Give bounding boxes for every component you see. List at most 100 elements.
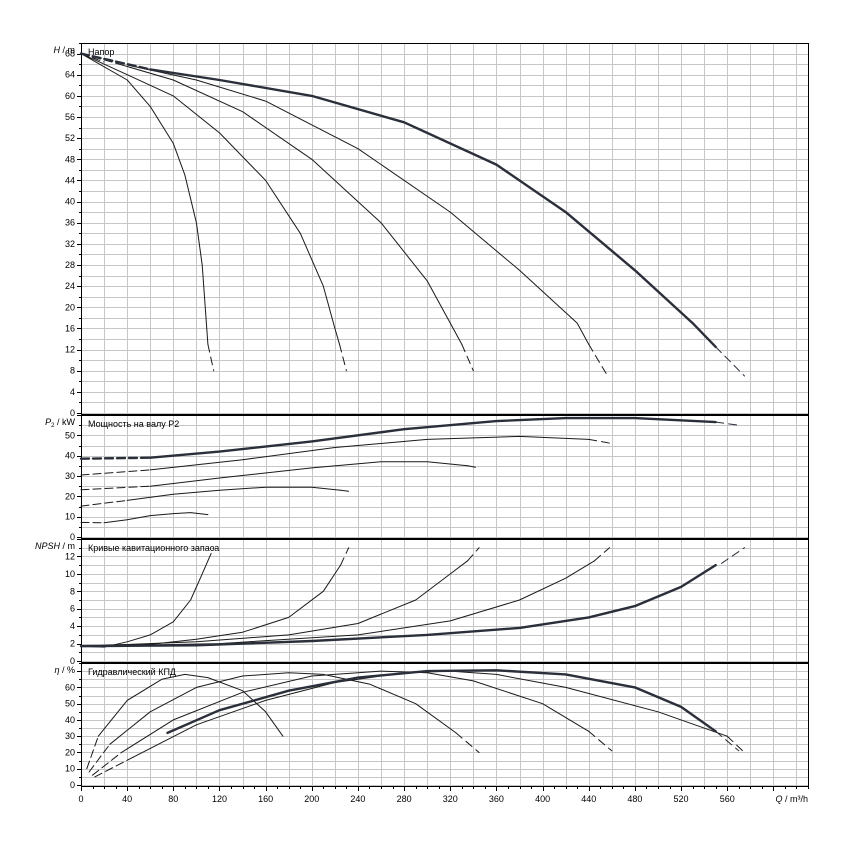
y-tick-label: 36 (65, 218, 75, 228)
series-4-dashed (94, 756, 134, 778)
y-axis-label: H / m (54, 45, 76, 55)
y-tick-label: 64 (65, 70, 75, 80)
x-tick-label: 280 (397, 794, 412, 804)
panel-title: Кривые кавитационного запаса (88, 543, 219, 553)
series-3-tail (588, 730, 613, 752)
series-4-line (80, 560, 595, 647)
panel-title: Мощность на валу P2 (88, 419, 179, 429)
series-4-dashed (80, 469, 151, 476)
series-1-line (80, 560, 209, 648)
x-tick-label: 200 (304, 794, 319, 804)
y-tick-label: 10 (65, 512, 75, 522)
y-tick-label: 56 (65, 112, 75, 122)
panel-title: Гидравлический КПД (88, 667, 176, 677)
series-4-tail (588, 438, 613, 444)
y-tick-label: 0 (70, 408, 75, 418)
series-2-line (80, 53, 340, 345)
y-axis-label: η / % (54, 665, 75, 675)
series-1-dashed (86, 735, 99, 770)
y-tick-label: 50 (65, 430, 75, 440)
x-tick-label: 40 (122, 794, 132, 804)
series-4-tail (594, 547, 610, 562)
series-3-line (80, 560, 469, 647)
series-2-dashed (88, 743, 111, 773)
series-4-line (149, 435, 590, 471)
series-3-tail (461, 343, 474, 372)
panel-title: Напор (88, 47, 114, 57)
y-tick-label: 52 (65, 133, 75, 143)
y-tick-label: 68 (65, 49, 75, 59)
y-axis-label: NPSH / m (35, 541, 75, 551)
series-5-dashed (79, 52, 152, 71)
y-tick-label: 4 (70, 621, 75, 631)
series-1-line (80, 53, 209, 345)
series-4-line (132, 65, 590, 345)
series-5-dashed (79, 456, 152, 460)
series-5-line (149, 68, 717, 349)
y-tick-label: 30 (65, 731, 75, 741)
y-tick-label: 30 (65, 471, 75, 481)
y-tick-label: 2 (70, 639, 75, 649)
x-tick-label: 80 (168, 794, 178, 804)
y-tick-label: 40 (65, 715, 75, 725)
series-5-tail (721, 547, 745, 564)
series-3-line (120, 670, 590, 753)
x-tick-label: 240 (350, 794, 365, 804)
y-tick-label: 24 (65, 281, 75, 291)
series-2-line (80, 564, 342, 647)
x-tick-label: 520 (674, 794, 689, 804)
y-tick-label: 60 (65, 91, 75, 101)
y-tick-label: 10 (65, 764, 75, 774)
y-tick-label: 10 (65, 569, 75, 579)
y-tick-label: 60 (65, 682, 75, 692)
y-tick-label: 0 (70, 656, 75, 666)
panel-4: 0 10 20 30 40 50 60 η / % Гидравлический КПД (54, 663, 809, 790)
series-2-tail (340, 547, 350, 566)
panel-frame (81, 663, 809, 787)
y-tick-label: 32 (65, 239, 75, 249)
y-tick-label: 8 (70, 366, 75, 376)
x-axis-label: Q / m³/h (775, 794, 808, 804)
series-3-line (149, 461, 469, 487)
series-4-tail (588, 343, 607, 374)
y-tick-label: 4 (70, 387, 75, 397)
series-2-tail (455, 732, 480, 753)
y-tick-label: 50 (65, 699, 75, 709)
series-1-tail (207, 343, 215, 372)
x-tick-label: 480 (627, 794, 642, 804)
series-3-line (115, 62, 463, 345)
x-axis: 0 40 80 120 160 200 240 280 320 360 400 440 480 520 56… (78, 786, 809, 804)
panel-frame (81, 415, 809, 539)
y-tick-label: 48 (65, 154, 75, 164)
panel-frame (81, 539, 809, 663)
series-2-line (126, 486, 342, 501)
series-2-tail (339, 343, 347, 372)
y-tick-label: 12 (65, 551, 75, 561)
series-5-tail (715, 346, 745, 377)
y-tick-label: 20 (65, 302, 75, 312)
y-tick-label: 8 (70, 586, 75, 596)
x-tick-label: 0 (78, 794, 83, 804)
series-5-tail (715, 730, 740, 752)
y-tick-label: 16 (65, 323, 75, 333)
series-3-tail (467, 547, 480, 562)
series-2-tail (340, 489, 350, 492)
y-tick-label: 12 (65, 345, 75, 355)
series-5-line (166, 669, 717, 735)
y-tick-label: 20 (65, 747, 75, 757)
y-tick-label: 6 (70, 604, 75, 614)
series-2-dashed (80, 499, 128, 507)
x-tick-label: 440 (581, 794, 596, 804)
x-tick-label: 160 (258, 794, 273, 804)
series-3-dashed (92, 752, 122, 776)
y-tick-label: 20 (65, 491, 75, 501)
x-tick-label: 120 (212, 794, 227, 804)
y-tick-label: 0 (70, 532, 75, 542)
y-tick-label: 28 (65, 260, 75, 270)
y-axis-label: P2 / kW (45, 417, 75, 429)
